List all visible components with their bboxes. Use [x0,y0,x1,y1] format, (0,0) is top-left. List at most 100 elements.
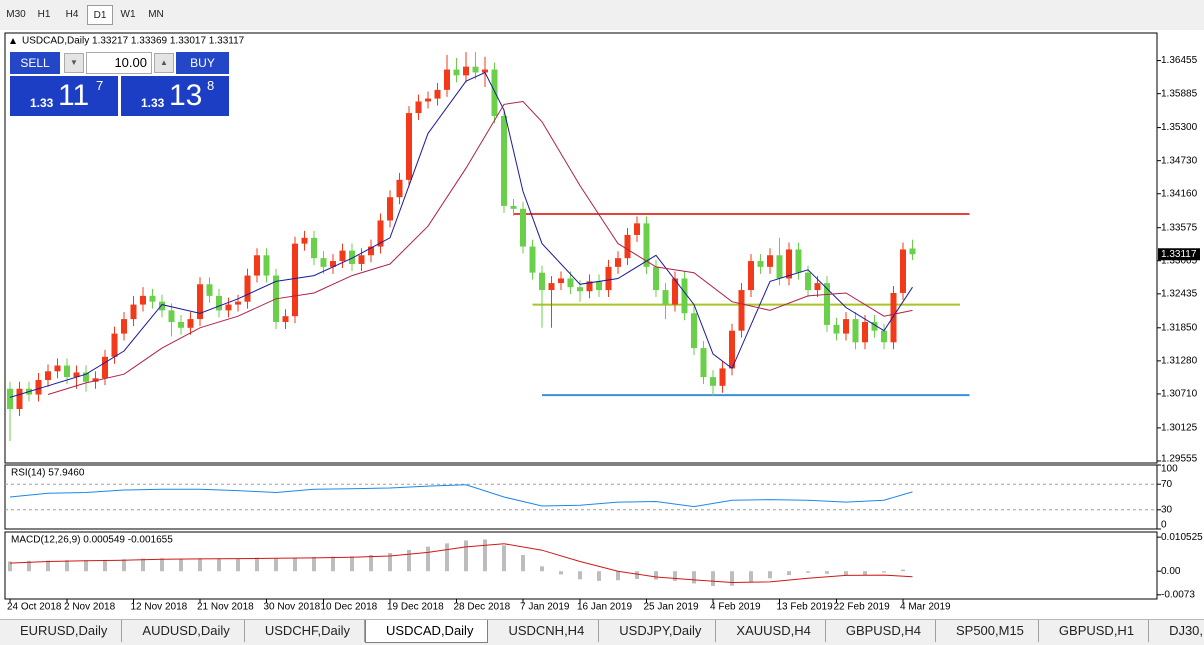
panel-frame [4,464,1158,530]
candle-body [615,258,621,267]
candle-body [16,388,23,410]
candle-body [197,284,203,320]
candle-body [149,295,156,302]
candle-body [767,255,773,267]
candle-body [406,113,412,180]
volume-input[interactable]: 10.00 [86,52,152,74]
candle-body [254,255,260,276]
candle-body [795,249,802,273]
timeframe-button[interactable]: D1 [87,5,113,25]
bid-fraction: 7 [96,78,104,93]
x-tick-label: 19 Dec 2018 [387,602,444,613]
timeframe-button[interactable]: H4 [65,9,79,20]
candle-body [653,266,659,291]
candle-body [111,333,118,357]
chart-area: 1.29555 1.30125 1.30710 1.31280 1.31850 1.324… [0,30,1204,619]
y-tick-label: 1.35885 [1161,88,1198,99]
candle-body [463,66,469,76]
chart-tab[interactable]: USDJPY,Daily [599,620,717,642]
candle-body [35,380,42,395]
y-tick-label: 1.35300 [1161,122,1198,133]
chart-tab[interactable]: AUDUSD,Daily [122,620,245,642]
candle-body [387,197,393,221]
candle-body [814,283,821,291]
sell-button[interactable]: SELL [10,52,60,74]
macd-bar [711,571,715,587]
panel-title: USDCAD,Daily 1.33217 1.33369 1.33017 1.3… [22,36,245,47]
chart-tab[interactable]: XAUUSD,H4 [716,620,826,642]
macd-bar [426,546,430,572]
macd-bar [559,571,563,575]
candle-body [45,371,51,381]
macd-bar [293,557,297,572]
macd-bar [369,555,373,572]
macd-bar [483,539,487,572]
candle-body [890,292,897,343]
timeframe-button[interactable]: H1 [37,9,51,20]
candle-body [168,310,175,322]
candle-body [529,246,536,273]
candle-body [691,313,697,349]
chart-tab[interactable]: GBPUSD,H4 [826,620,936,642]
macd-bar [46,560,50,572]
candle-body [225,304,232,311]
y-tick-label: 1.31850 [1161,322,1198,333]
chart-tab[interactable]: USDCNH,H4 [488,620,600,642]
candle-body [54,365,61,372]
candle-body [824,283,830,325]
candle-body [577,287,583,292]
x-tick-label: 10 Dec 2018 [321,602,378,613]
y-tick-label: 100 [1161,464,1178,475]
y-tick-label: 1.31280 [1161,356,1198,367]
volume-up[interactable]: ▲ [154,53,174,73]
candle-body [92,378,99,382]
chart-tab[interactable]: EURUSD,Daily [0,620,123,642]
bid-quote[interactable]: 1.33 11 7 [10,76,118,116]
volume-down[interactable]: ▼ [64,53,84,73]
candle-body [140,295,146,305]
macd-bar [692,571,696,584]
macd-bar [84,560,88,572]
timeframe-button[interactable]: W1 [120,9,136,20]
x-tick-label: 12 Nov 2018 [131,602,188,613]
ask-quote[interactable]: 1.33 13 8 [121,76,229,116]
candle-body [282,316,289,322]
candle-body [510,205,517,209]
macd-bar [673,571,677,581]
candle-body [786,249,792,279]
candle-body [586,281,593,292]
candle-body [681,278,688,314]
y-tick-label: 1.34730 [1161,155,1198,166]
timeframe-button[interactable]: MN [148,9,164,20]
y-tick-label: 1.33005 [1161,255,1198,266]
y-tick-label: 1.34160 [1161,188,1198,199]
candle-body [757,261,764,267]
macd-bar [578,571,582,580]
timeframe-button[interactable]: M30 [6,9,26,20]
candle-body [349,250,355,264]
candle-body [206,284,213,296]
candle-body [501,115,507,206]
timeframe-toolbar: M30 H1 H4 D1 W1 MN [0,0,1204,31]
y-tick-label: 70 [1161,479,1173,490]
macd-bar [521,555,525,572]
chart-tab[interactable]: USDCHF,Daily [245,620,366,642]
y-tick-label: 1.33575 [1161,222,1198,233]
macd-bar [730,571,734,586]
chart-tab[interactable]: DJ30,H4 [1149,620,1204,642]
chart-tab[interactable]: GBPUSD,H1 [1039,620,1150,642]
candle-body [415,101,422,114]
candle-body [748,261,754,291]
macd-bar [388,553,392,572]
ask-fraction: 8 [207,78,215,93]
chart-tab[interactable]: USDCAD,Daily [365,620,489,643]
candle-body [710,377,716,386]
y-tick-label: 0.010525 [1161,532,1203,543]
buy-button[interactable]: BUY [176,52,229,74]
chart-collapse-icon [10,38,16,44]
x-tick-label: 30 Nov 2018 [264,602,321,613]
macd-bar [749,571,753,583]
chart-tab[interactable]: SP500,M15 [936,620,1039,642]
panel-title: RSI(14) 57.9460 [11,468,85,479]
